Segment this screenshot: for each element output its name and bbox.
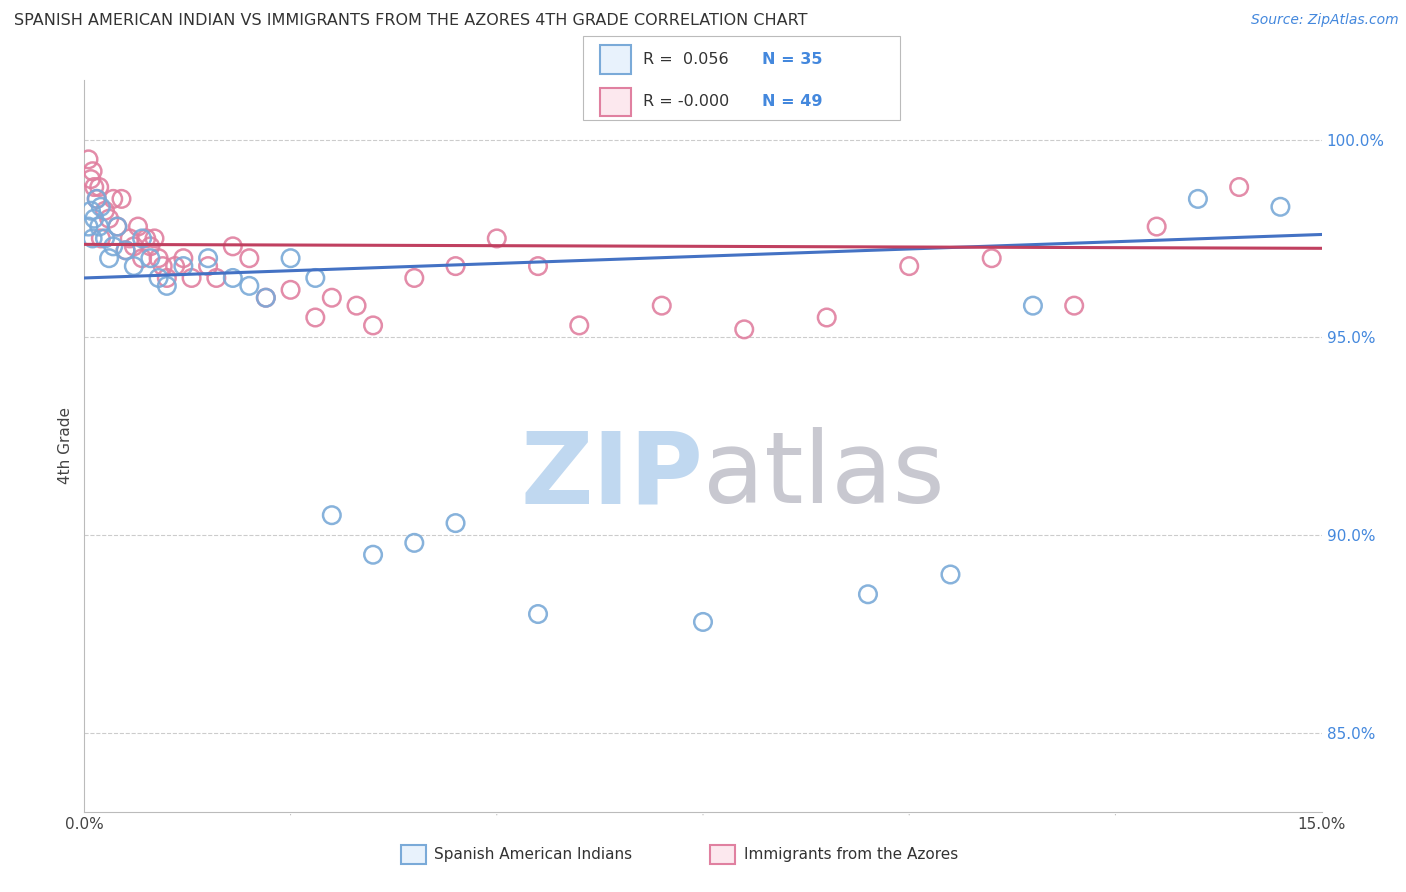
Point (404, 271, 426, 285)
Point (321, 508, 343, 523)
Point (404, 536, 426, 550)
Point (856, 587, 879, 601)
Point (527, 607, 550, 621)
Point (114, 244, 136, 258)
Point (148, 271, 170, 285)
Point (939, 567, 962, 582)
Point (304, 271, 326, 285)
Point (238, 278, 260, 293)
Point (1022, 299, 1045, 313)
Y-axis label: 4th Grade: 4th Grade (58, 408, 73, 484)
Point (86, 192, 108, 206)
Point (156, 278, 179, 293)
Point (82, 231, 104, 245)
Point (86, 192, 108, 206)
Text: R =  0.056: R = 0.056 (643, 52, 728, 67)
Point (165, 259, 187, 273)
Point (172, 251, 194, 265)
Point (152, 259, 174, 273)
Text: Immigrants from the Azores: Immigrants from the Azores (744, 847, 957, 862)
Point (254, 291, 277, 305)
Point (180, 271, 202, 285)
Point (105, 219, 128, 234)
Point (90, 200, 112, 214)
Point (156, 271, 179, 285)
Point (1187, 192, 1209, 206)
Point (280, 251, 302, 265)
Point (254, 291, 277, 305)
Point (118, 231, 141, 245)
Point (89, 219, 111, 234)
Point (280, 283, 302, 297)
Point (361, 548, 384, 562)
Point (94, 203, 117, 218)
Point (131, 231, 153, 245)
Point (172, 259, 194, 273)
Point (1227, 180, 1250, 194)
Point (80, 172, 103, 186)
Point (110, 192, 132, 206)
Text: Source: ZipAtlas.com: Source: ZipAtlas.com (1251, 13, 1399, 28)
Point (1146, 219, 1168, 234)
Point (98, 251, 121, 265)
Text: SPANISH AMERICAN INDIAN VS IMMIGRANTS FROM THE AZORES 4TH GRADE CORRELATION CHAR: SPANISH AMERICAN INDIAN VS IMMIGRANTS FR… (14, 13, 807, 29)
Point (346, 299, 368, 313)
Point (444, 516, 467, 530)
Point (1063, 299, 1085, 313)
Point (105, 219, 128, 234)
Point (898, 259, 921, 273)
Point (80, 203, 103, 218)
Point (304, 310, 326, 325)
Point (127, 219, 149, 234)
Point (83, 180, 105, 194)
Point (77, 153, 100, 167)
Point (444, 259, 467, 273)
Point (485, 231, 508, 245)
Point (733, 322, 755, 336)
Point (103, 239, 125, 253)
Point (205, 271, 228, 285)
Text: N = 49: N = 49 (762, 95, 823, 110)
Text: ZIP: ZIP (520, 427, 703, 524)
Point (135, 231, 157, 245)
Point (94, 231, 117, 245)
Point (89, 180, 111, 194)
Point (980, 251, 1002, 265)
Point (361, 318, 384, 333)
Point (83, 211, 105, 226)
Point (238, 251, 260, 265)
Point (114, 244, 136, 258)
Point (139, 251, 162, 265)
Point (77, 219, 100, 234)
Point (651, 299, 673, 313)
Point (103, 192, 125, 206)
Point (692, 615, 714, 629)
Point (82, 164, 104, 178)
Point (139, 239, 162, 253)
Point (131, 251, 153, 265)
Point (122, 239, 145, 253)
Point (143, 231, 166, 245)
Point (1270, 200, 1292, 214)
Text: Spanish American Indians: Spanish American Indians (434, 847, 633, 862)
Point (222, 271, 245, 285)
Text: atlas: atlas (703, 427, 945, 524)
Text: R = -0.000: R = -0.000 (643, 95, 728, 110)
Text: N = 35: N = 35 (762, 52, 823, 67)
Point (197, 251, 219, 265)
Point (122, 259, 145, 273)
Point (527, 259, 550, 273)
Point (197, 259, 219, 273)
Point (222, 239, 245, 253)
Point (90, 231, 112, 245)
Point (98, 211, 121, 226)
Point (815, 310, 838, 325)
Point (568, 318, 591, 333)
Point (321, 291, 343, 305)
Point (148, 251, 170, 265)
